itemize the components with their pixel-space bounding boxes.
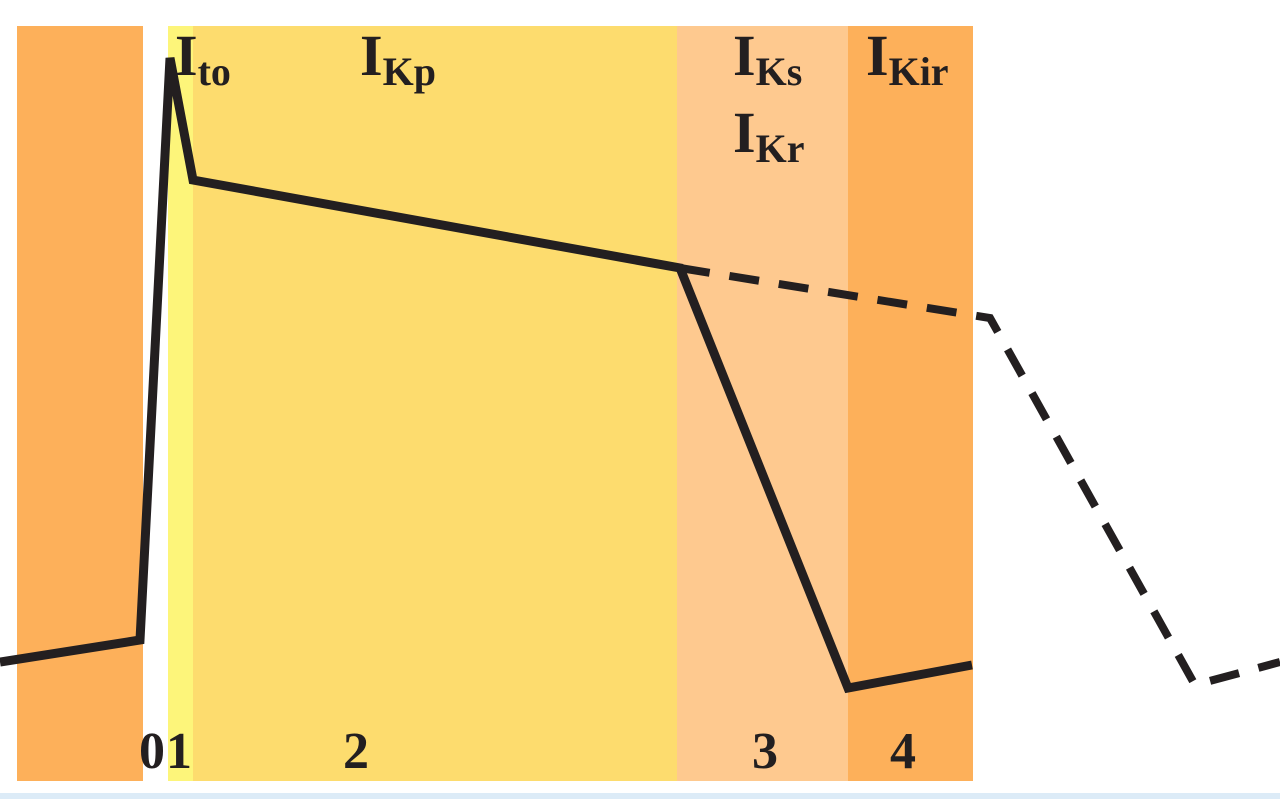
label-ikir: IKir — [866, 23, 949, 94]
bottom-strip — [0, 793, 1280, 799]
solid-trace — [0, 57, 973, 694]
band-phase4 — [848, 26, 973, 781]
phase-1: 1 — [166, 723, 192, 780]
band-phase2 — [193, 26, 677, 781]
dashed-trace — [679, 264, 1280, 690]
phase-3: 3 — [752, 723, 778, 780]
label-ito: Ito — [175, 23, 231, 94]
phase-0: 0 — [139, 723, 165, 780]
label-ikp: IKp — [360, 23, 436, 94]
phase-4: 4 — [890, 723, 916, 780]
band-resting — [17, 26, 143, 781]
band-phase3 — [677, 26, 848, 781]
phase-2: 2 — [343, 723, 369, 780]
label-iks: IKs — [733, 23, 802, 94]
label-ikr: IKr — [733, 100, 804, 171]
